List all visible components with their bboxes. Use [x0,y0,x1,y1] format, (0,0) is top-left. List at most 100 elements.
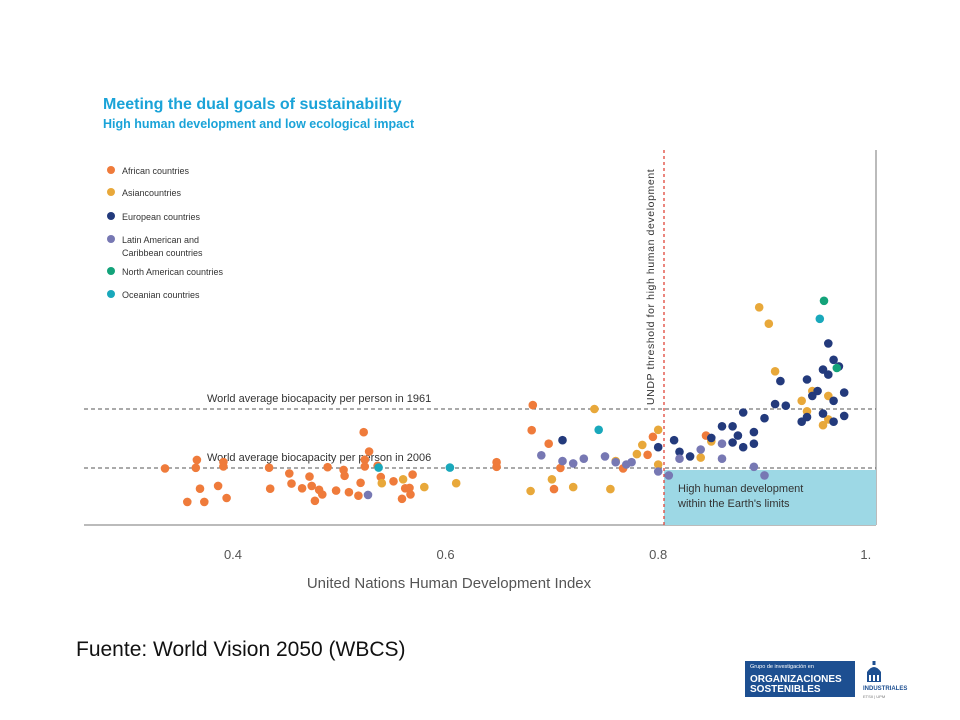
chart-subtitle: High human development and low ecologica… [103,117,415,131]
data-point-series-0 [307,481,317,491]
data-point-series-0 [549,484,559,494]
data-point-series-2 [669,435,679,445]
data-point-series-0 [556,463,565,473]
data-point-series-2 [717,422,727,431]
data-point-series-3 [664,471,674,480]
data-point-series-2 [818,409,828,418]
data-point-series-0 [397,494,407,504]
data-point-series-1 [606,484,615,494]
legend-label-3: Caribbean countries [122,248,203,258]
data-point-series-0 [265,484,275,494]
data-point-series-0 [191,463,201,473]
data-point-series-5 [815,314,825,324]
data-point-series-1 [377,478,387,488]
data-point-series-0 [527,425,536,435]
data-point-series-0 [222,493,231,503]
legend-marker-3 [107,235,115,243]
data-point-series-2 [802,375,812,384]
data-point-series-2 [728,438,737,447]
x-tick-label: 1. [860,547,871,562]
data-point-series-2 [760,413,769,423]
data-point-series-0 [648,432,658,442]
data-point-series-3 [568,459,578,468]
legend-marker-4 [107,267,115,275]
data-point-series-0 [528,400,538,410]
data-point-series-1 [818,420,828,430]
chart-title: Meeting the dual goals of sustainability [103,96,402,113]
data-point-series-4 [819,296,829,306]
legend-marker-0 [107,166,115,174]
data-point-series-2 [824,339,833,348]
data-point-series-1 [451,478,461,488]
data-point-series-1 [696,453,705,462]
data-point-series-3 [760,471,769,480]
legend: African countries Asiancountries European … [107,166,224,300]
data-point-series-2 [738,442,748,452]
data-point-series-0 [359,427,369,437]
data-point-series-0 [408,470,417,479]
data-point-series-2 [707,433,716,443]
data-point-series-0 [406,490,415,499]
data-point-series-2 [558,435,567,445]
data-point-series-0 [364,447,374,456]
data-point-series-0 [287,479,296,488]
data-point-series-2 [738,408,748,417]
data-point-series-1 [764,319,774,329]
logo-industriales-text: INDUSTRIALES [863,686,908,692]
data-point-series-3 [611,457,620,467]
data-point-series-1 [420,482,429,492]
data-point-series-1 [797,396,806,406]
data-point-series-2 [829,417,838,427]
biocapacity-1961-label: World average biocapacity per person in … [207,393,431,405]
data-point-series-3 [717,439,727,449]
x-axis-label: United Nations Human Development Index [307,575,592,592]
data-point-series-2 [818,365,828,374]
data-point-series-3 [627,457,636,467]
data-point-series-5 [594,425,603,435]
data-point-series-1 [770,367,780,376]
data-point-series-2 [733,431,743,440]
data-point-series-0 [192,455,202,465]
data-point-series-2 [770,399,780,409]
legend-marker-5 [107,290,115,298]
data-point-series-0 [405,483,414,493]
data-point-series-0 [360,455,370,465]
legend-label-5: Oceanian countries [122,290,200,300]
data-point-series-2 [781,401,791,411]
data-point-series-2 [813,386,822,396]
legend-label-2: European countries [122,212,201,222]
industriales-logo: INDUSTRIALES ETSII | UPM [860,660,910,702]
x-tick-label: 0.4 [224,547,242,562]
target-zone-label-line-2: within the Earth's limits [677,498,790,510]
data-point-series-0 [297,484,307,493]
data-point-series-0 [285,469,294,478]
data-point-series-2 [675,447,684,457]
data-point-series-1 [526,486,535,496]
data-point-series-2 [685,452,695,461]
data-point-series-0 [183,497,192,507]
data-point-series-3 [717,454,727,464]
data-point-series-0 [360,462,370,471]
x-tick-label: 0.6 [437,547,455,562]
target-zone-box [664,470,876,525]
data-point-series-2 [839,388,849,397]
legend-label-1: Asiancountries [122,188,182,198]
data-point-series-3 [363,490,373,500]
data-points [160,296,849,507]
undp-threshold-label: UNDP threshold for high human developmen… [645,169,657,405]
data-point-series-1 [547,475,557,484]
legend-marker-1 [107,188,115,196]
data-point-series-1 [754,303,764,312]
data-point-series-2 [653,442,663,452]
legend-label-4: North American countries [122,267,224,277]
logo-industriales-sub: ETSII | UPM [863,694,886,699]
data-point-series-0 [195,484,205,494]
data-point-series-0 [331,486,341,495]
data-point-series-2 [802,412,812,422]
data-point-series-1 [653,460,663,469]
data-point-series-3 [537,451,546,460]
data-point-series-0 [356,478,365,488]
research-group-logo: Grupo de investigación en ORGANIZACIONES… [745,661,855,697]
legend-marker-2 [107,212,115,220]
data-point-series-0 [213,481,223,491]
